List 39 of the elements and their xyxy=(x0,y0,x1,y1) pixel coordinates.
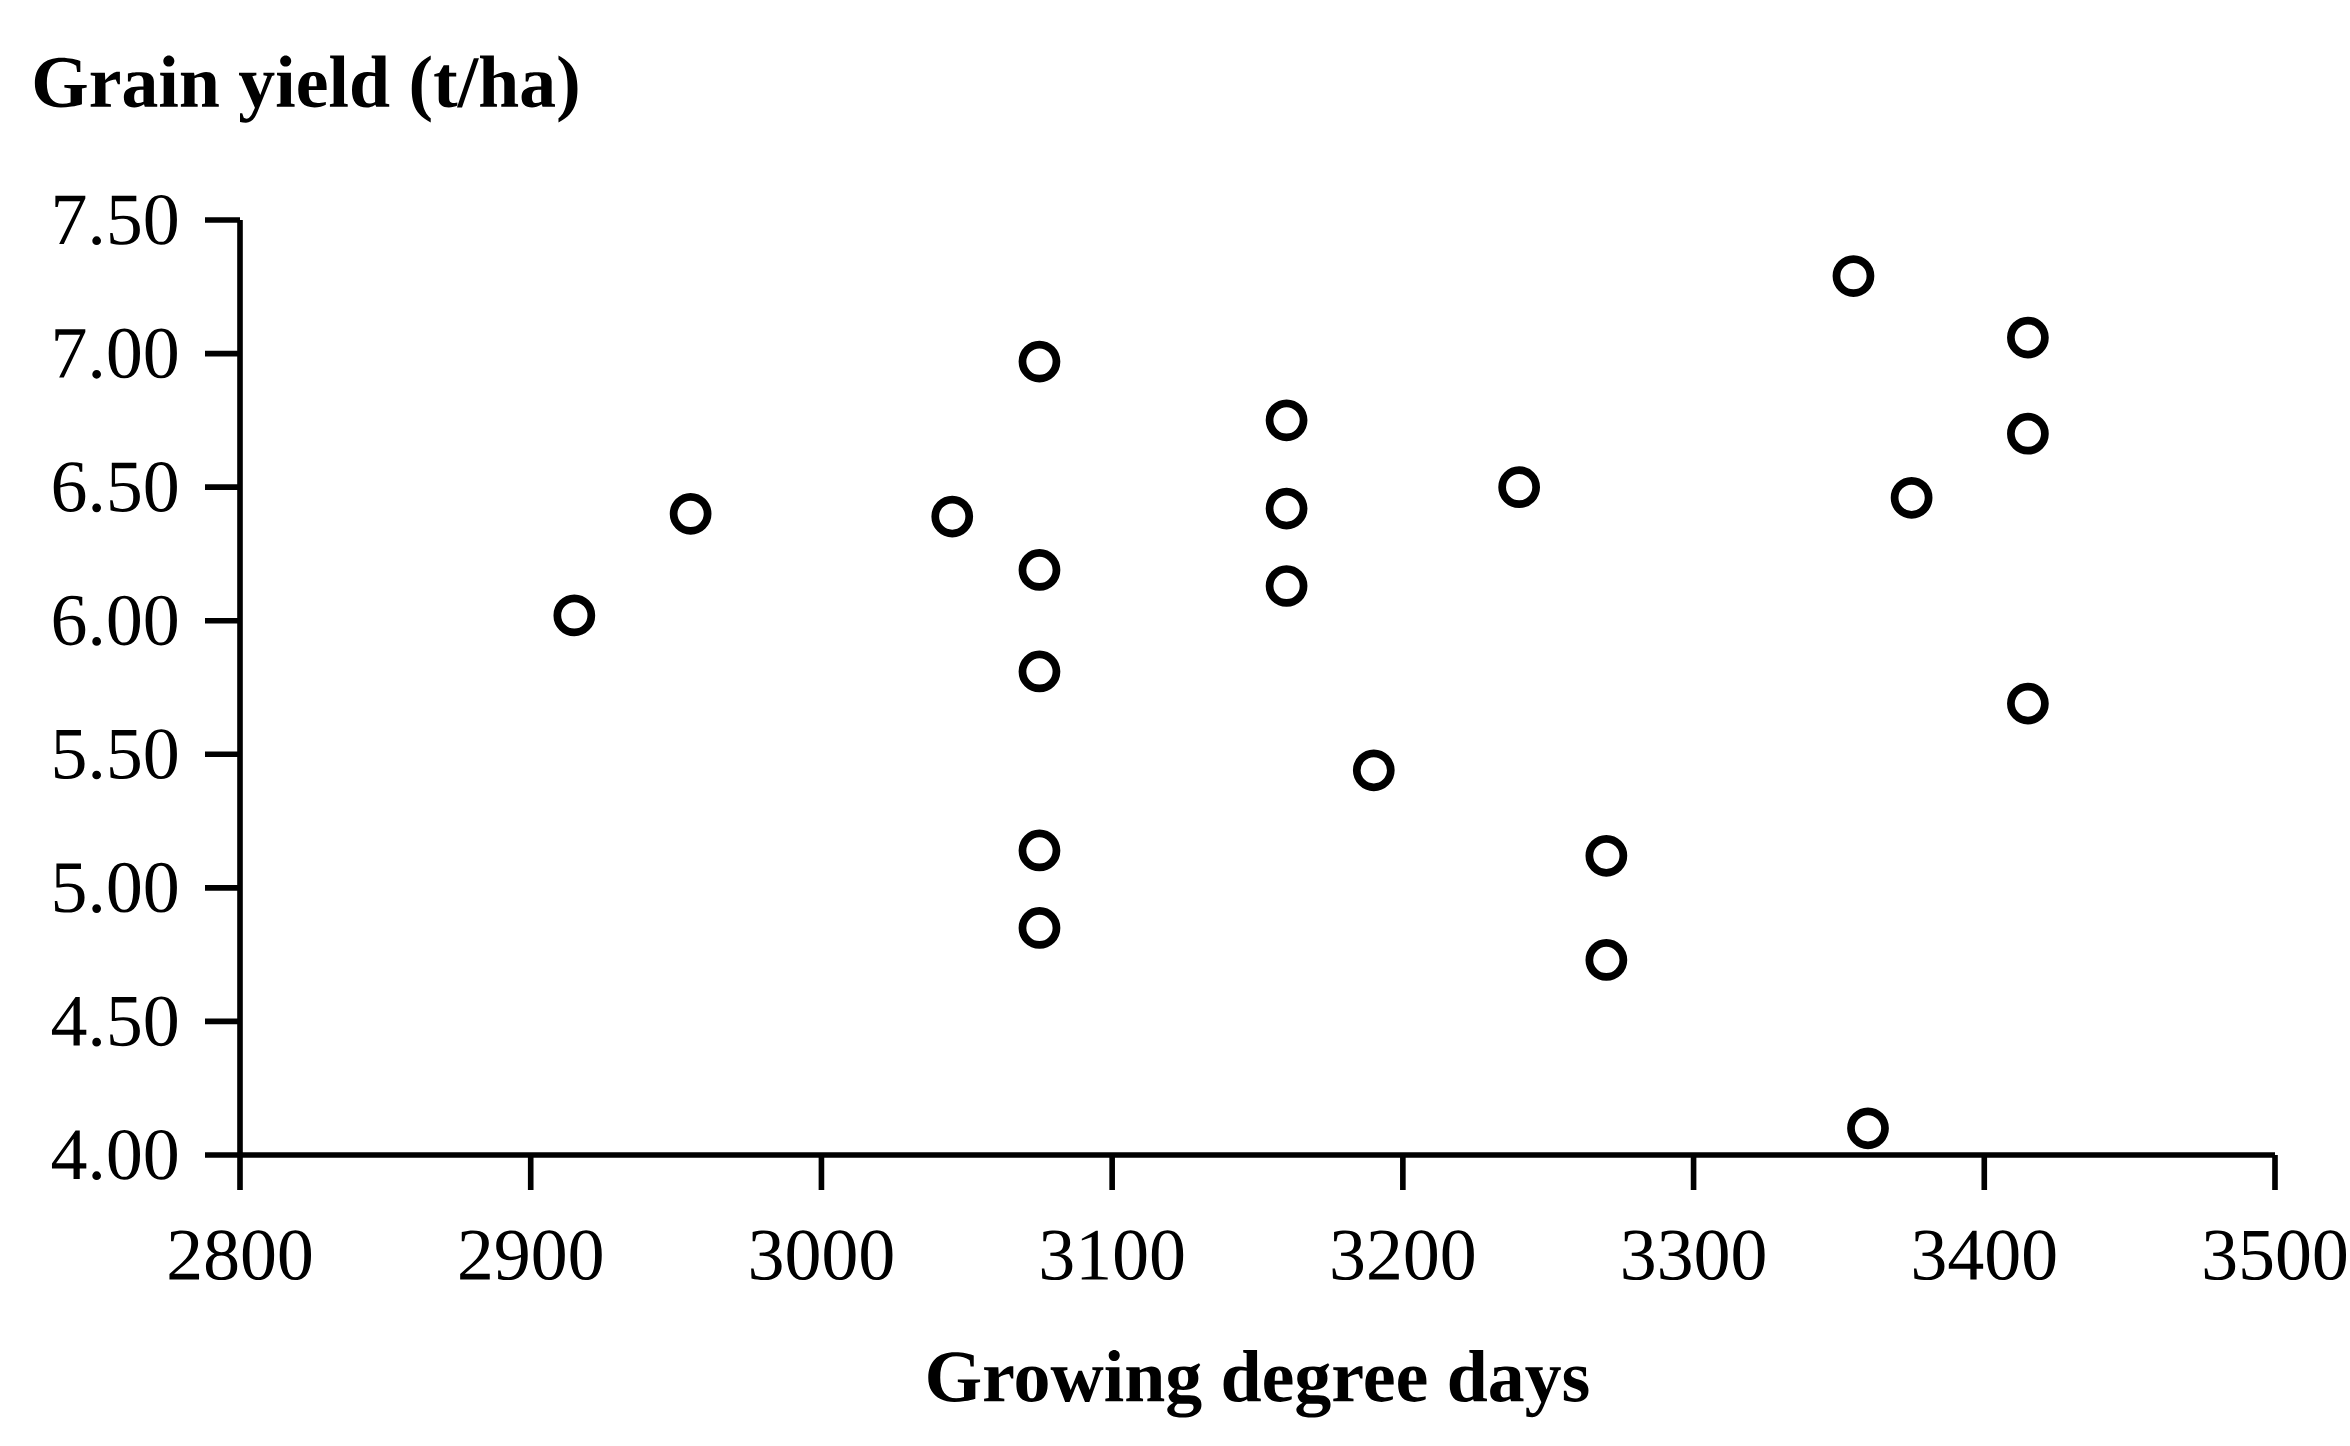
x-tick-label: 3500 xyxy=(2204,1230,2347,1281)
point xyxy=(1265,565,1308,607)
point xyxy=(1832,255,1875,297)
x-tick-label: 2900 xyxy=(460,1230,602,1281)
y-tick-label: 7.00 xyxy=(55,328,177,379)
point xyxy=(1018,829,1061,872)
x-tick-label: 3400 xyxy=(1914,1230,2056,1281)
y-tick-label: 7.50 xyxy=(55,194,177,246)
x-tick-label: 3000 xyxy=(751,1230,893,1281)
x-axis-title: Growing degree days xyxy=(928,1350,1589,1418)
point xyxy=(1018,549,1061,591)
x-tick-label: 2800 xyxy=(169,1230,312,1281)
point xyxy=(1890,476,1933,519)
point xyxy=(1018,340,1061,383)
y-tick-label: 4.00 xyxy=(51,1129,177,1181)
y-tick-label: 6.00 xyxy=(53,595,177,646)
x-tick-label: 3300 xyxy=(1623,1230,1765,1281)
point xyxy=(553,594,596,637)
y-tick-label: 5.50 xyxy=(54,729,177,780)
y-tick-label: 6.50 xyxy=(53,462,177,513)
point xyxy=(1585,939,1628,981)
point xyxy=(1352,749,1395,792)
y-tick-label: 5.00 xyxy=(54,862,177,913)
point xyxy=(2007,316,2049,359)
point xyxy=(931,495,974,538)
point xyxy=(1585,834,1628,877)
y-tick-label: 4.50 xyxy=(51,996,177,1047)
point xyxy=(1847,1107,1889,1150)
x-tick-label: 3100 xyxy=(1041,1230,1184,1281)
point xyxy=(1018,650,1061,693)
point xyxy=(669,492,712,535)
x-tick-label: 3200 xyxy=(1332,1230,1474,1281)
point xyxy=(1018,907,1061,949)
point xyxy=(1265,399,1308,442)
point xyxy=(2007,412,2049,455)
point xyxy=(1498,466,1541,509)
point xyxy=(2007,682,2049,725)
y-axis-title: Grain yield (t/ha) xyxy=(34,55,578,123)
point xyxy=(1265,487,1308,530)
